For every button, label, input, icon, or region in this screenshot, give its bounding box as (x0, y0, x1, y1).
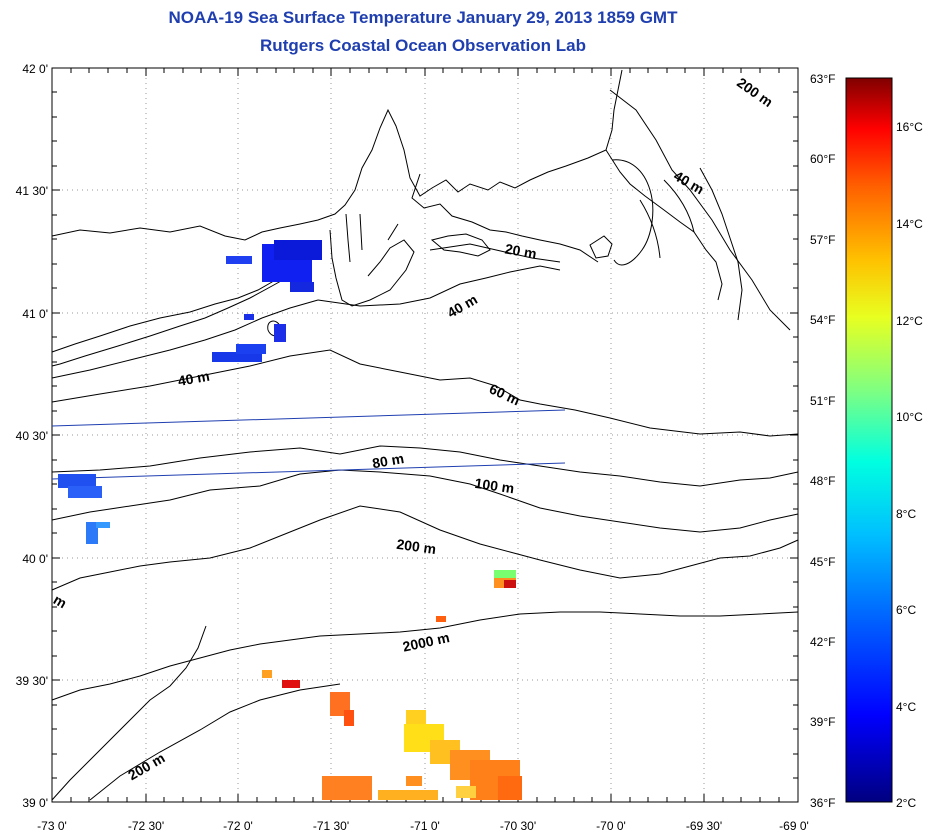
lat-label: 40 0' (22, 552, 48, 566)
f-label: 54°F (810, 313, 835, 327)
lon-label: -73 0' (37, 819, 67, 833)
isobaths (51, 89, 799, 801)
lat-label: 42 0' (22, 62, 48, 76)
label-100m: 100 m (474, 475, 516, 496)
isobath-200m (51, 505, 799, 591)
lat-label: 39 30' (16, 674, 48, 688)
isobath-40m-north (317, 265, 561, 307)
f-label: 63°F (810, 72, 835, 86)
c-label: 8°C (896, 507, 916, 521)
label-200m-mid: 200 m (396, 536, 438, 557)
lon-label: -70 0' (596, 819, 626, 833)
f-label: 48°F (810, 474, 835, 488)
label-40m-west: 40 m (177, 368, 211, 389)
lon-label: -69 0' (779, 819, 809, 833)
tick-marks (51, 68, 798, 802)
isobath-100m (51, 469, 799, 533)
isobath-2000m (51, 611, 799, 701)
isobath-sw-2 (89, 683, 341, 801)
c-label: 2°C (896, 796, 916, 810)
c-label: 16°C (896, 120, 923, 134)
lon-label: -72 30' (128, 819, 164, 833)
map-subtitle: Rutgers Coastal Ocean Observation Lab (260, 36, 586, 55)
lat-label: 41 0' (22, 307, 48, 321)
f-label: 57°F (810, 233, 835, 247)
fahrenheit-labels: 63°F 60°F 57°F 54°F 51°F 48°F 45°F 42°F … (810, 72, 835, 810)
f-label: 45°F (810, 555, 835, 569)
colorbar (845, 77, 893, 803)
f-label: 39°F (810, 715, 835, 729)
c-label: 6°C (896, 603, 916, 617)
lon-label: -71 30' (313, 819, 349, 833)
celsius-labels: 16°C 14°C 12°C 10°C 8°C 6°C 4°C 2°C (896, 120, 923, 810)
isobath-20m (429, 243, 561, 263)
c-label: 14°C (896, 217, 923, 231)
lon-label: -72 0' (223, 819, 253, 833)
isobath-40m-west (51, 299, 319, 379)
lat-label: 41 30' (16, 184, 48, 198)
f-label: 36°F (810, 796, 835, 810)
longitude-labels: -73 0' -72 30' -72 0' -71 30' -71 0' -70… (37, 819, 809, 833)
lat-label: 40 30' (16, 429, 48, 443)
sst-pixels (58, 240, 522, 800)
isobath-40m-east (609, 89, 791, 331)
f-label: 60°F (810, 152, 835, 166)
isobath-60m (51, 349, 799, 437)
lon-label: -70 30' (500, 819, 536, 833)
c-label: 4°C (896, 700, 916, 714)
f-label: 51°F (810, 394, 835, 408)
isobath-80m (51, 445, 799, 487)
track-lines (51, 409, 566, 480)
label-20m: 20 m (504, 240, 538, 261)
c-label: 10°C (896, 410, 923, 424)
c-label: 12°C (896, 314, 923, 328)
label-80m: 80 m (371, 450, 405, 471)
map-title: NOAA-19 Sea Surface Temperature January … (168, 8, 678, 27)
lon-label: -71 0' (410, 819, 440, 833)
lon-label: -69 30' (686, 819, 722, 833)
latitude-labels: 42 0' 41 30' 41 0' 40 30' 40 0' 39 30' 3… (16, 62, 48, 810)
coastlines (51, 69, 743, 367)
isobath-sw (51, 625, 207, 801)
f-label: 42°F (810, 635, 835, 649)
lat-label: 39 0' (22, 796, 48, 810)
